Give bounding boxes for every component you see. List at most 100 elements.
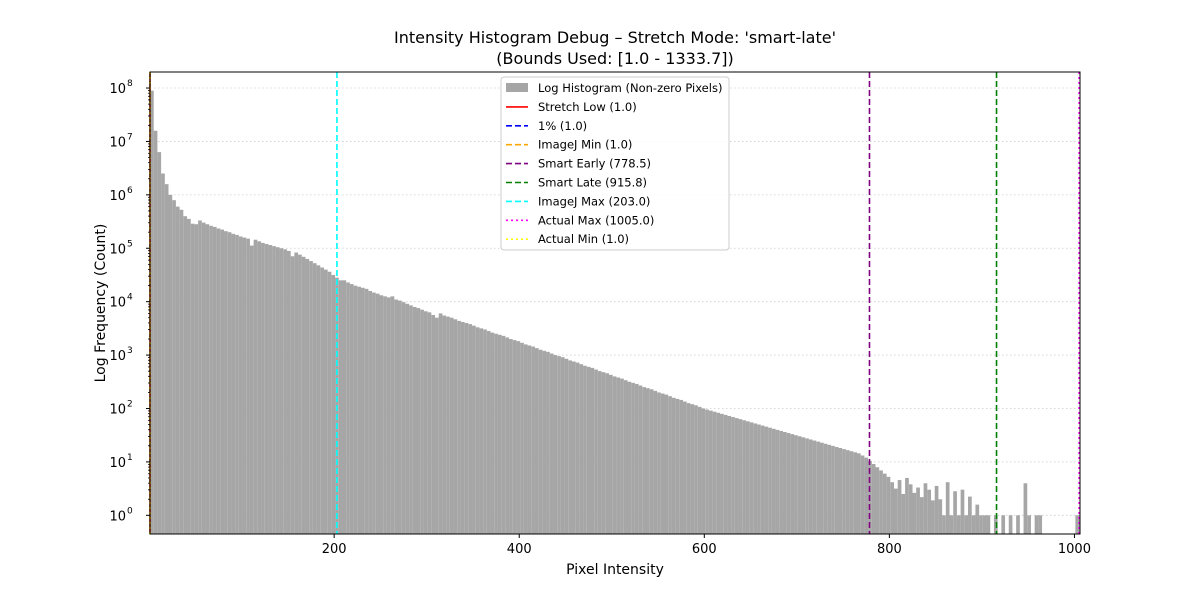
histogram-bar xyxy=(875,467,880,534)
histogram-bar xyxy=(886,476,891,534)
histogram-bar xyxy=(953,491,957,534)
histogram-bar xyxy=(823,443,828,534)
histogram-bar xyxy=(501,335,506,534)
histogram-bar xyxy=(457,320,461,534)
x-tick-label: 600 xyxy=(692,542,717,557)
histogram-bar xyxy=(745,421,750,534)
histogram-bar xyxy=(571,361,576,534)
histogram-bar xyxy=(949,515,954,534)
histogram-bar xyxy=(316,265,321,534)
histogram-bar xyxy=(249,245,254,535)
x-tick-label: 400 xyxy=(507,542,532,557)
histogram-bar xyxy=(612,376,617,534)
histogram-bar xyxy=(1038,515,1043,534)
histogram-bar xyxy=(827,444,832,534)
histogram-bar xyxy=(760,425,765,534)
histogram-bar xyxy=(797,436,802,534)
histogram-bar xyxy=(212,226,217,534)
histogram-bar xyxy=(734,418,739,534)
histogram-bar xyxy=(627,381,632,534)
histogram-bar xyxy=(412,307,417,534)
histogram-bar xyxy=(423,311,428,534)
histogram-bar xyxy=(634,383,639,534)
histogram-bar xyxy=(923,483,928,534)
histogram-bar xyxy=(546,351,550,534)
histogram-bar xyxy=(512,340,517,534)
histogram-bar xyxy=(275,247,280,534)
histogram-bar xyxy=(483,329,487,534)
histogram-bar xyxy=(845,450,850,534)
histogram-bar xyxy=(394,299,398,534)
histogram-bar xyxy=(716,412,721,534)
histogram-bar xyxy=(235,234,239,534)
histogram-bar xyxy=(486,331,491,534)
histogram-bar xyxy=(153,130,158,534)
histogram-bar xyxy=(338,280,343,534)
histogram-bar xyxy=(753,423,758,534)
histogram-bar xyxy=(479,328,484,534)
histogram-bar xyxy=(775,429,780,534)
histogram-bar xyxy=(890,482,894,534)
histogram-bar xyxy=(435,317,439,534)
histogram-bar xyxy=(301,256,306,534)
histogram-bar xyxy=(557,356,561,534)
histogram-bar xyxy=(494,333,498,534)
legend-label: Stretch Low (1.0) xyxy=(538,100,637,114)
histogram-bar xyxy=(568,360,572,534)
histogram-bar xyxy=(819,442,824,534)
histogram-bar xyxy=(201,222,206,534)
histogram-bar xyxy=(416,308,421,534)
histogram-bar xyxy=(812,440,817,534)
histogram-bar xyxy=(164,184,169,534)
histogram-bar xyxy=(172,200,176,534)
y-tick-label: 10 xyxy=(109,296,126,311)
histogram-bar xyxy=(723,414,728,534)
histogram-bar xyxy=(697,406,702,534)
histogram-bar xyxy=(842,449,846,534)
histogram-bar xyxy=(594,369,598,534)
histogram-bar xyxy=(653,390,658,534)
x-axis-ticks: 200 400 600 800 1000 xyxy=(322,534,1091,557)
legend-label: Actual Min (1.0) xyxy=(538,232,629,246)
histogram-bar xyxy=(375,293,380,534)
histogram-bar xyxy=(253,239,258,534)
histogram-bar xyxy=(246,238,250,535)
histogram-bar xyxy=(216,228,221,534)
histogram-bar xyxy=(460,321,465,534)
histogram-bar xyxy=(675,398,680,534)
histogram-bar xyxy=(453,319,458,534)
y-tick-label: 10 xyxy=(109,135,126,150)
histogram-bar xyxy=(516,341,521,534)
histogram-bar xyxy=(449,317,454,534)
histogram-bar xyxy=(194,224,199,534)
histogram-bar xyxy=(771,428,776,534)
histogram-bar xyxy=(320,267,324,534)
y-tick-label: 10 xyxy=(109,402,126,417)
histogram-bar xyxy=(864,457,869,534)
histogram-bar xyxy=(938,499,943,534)
histogram-bar xyxy=(623,380,628,534)
histogram-bar xyxy=(364,288,369,534)
histogram-bar xyxy=(290,256,295,534)
histogram-bar xyxy=(560,357,565,534)
histogram-bar xyxy=(794,435,798,534)
histogram-bar xyxy=(838,448,843,534)
histogram-bar xyxy=(849,451,854,534)
histogram-bar xyxy=(982,515,987,534)
histogram-bar xyxy=(905,477,909,534)
histogram-bar xyxy=(353,285,358,534)
histogram-bar xyxy=(1008,515,1013,534)
histogram-bar xyxy=(708,410,713,534)
histogram-bar xyxy=(975,504,980,534)
histogram-bar xyxy=(386,297,391,534)
histogram-bar xyxy=(757,424,761,534)
plot-frame xyxy=(149,71,1081,535)
histogram-bar xyxy=(509,339,513,534)
histogram-bar xyxy=(871,464,876,534)
y-tick-exponent: 1 xyxy=(127,453,133,463)
histogram-bar xyxy=(808,439,813,534)
histogram-bar xyxy=(168,194,173,534)
histogram-bar xyxy=(1027,515,1031,534)
histogram-bar xyxy=(646,388,650,534)
histogram-bar xyxy=(179,209,184,535)
